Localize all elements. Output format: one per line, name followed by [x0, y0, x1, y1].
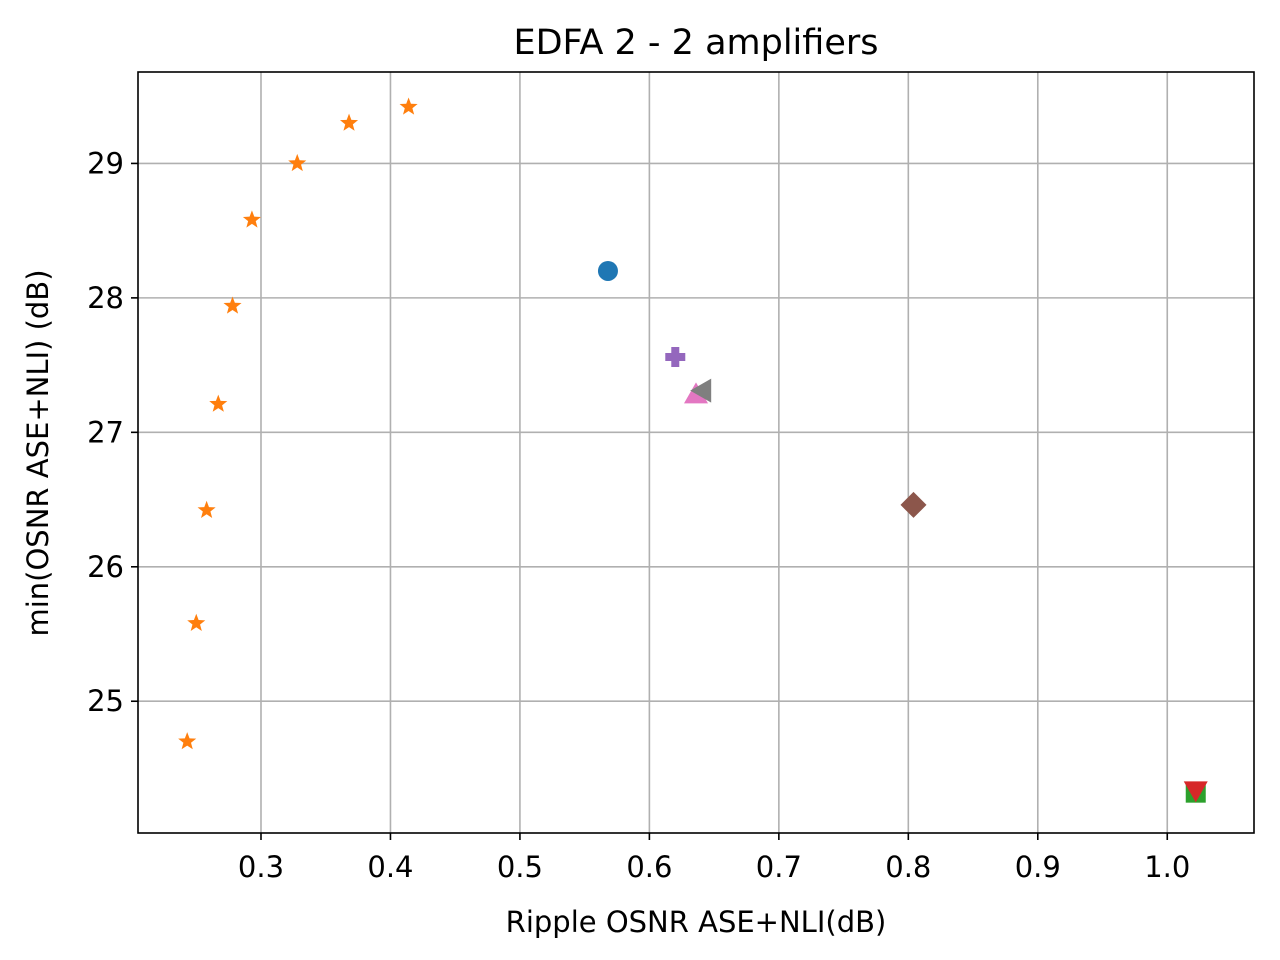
chart-title: EDFA 2 - 2 amplifiers	[513, 23, 878, 63]
x-tick-label: 0.7	[756, 850, 802, 884]
y-tick-label: 27	[87, 415, 124, 449]
data-point-triangle-left	[690, 378, 712, 403]
data-point-star	[340, 113, 359, 131]
plot-frame	[137, 71, 1255, 834]
data-point-star	[209, 394, 228, 412]
data-point-star	[197, 500, 216, 518]
y-tick-label: 26	[87, 550, 124, 584]
y-axis-label: min(OSNR ASE+NLI) (dB)	[21, 269, 55, 636]
x-tick-label: 0.6	[626, 850, 672, 884]
data-point-star	[399, 97, 418, 115]
data-point-circle	[597, 260, 618, 281]
y-axis: 25 26 27 28 29	[87, 146, 138, 718]
x-tick-label: 0.8	[885, 850, 931, 884]
data-point-star	[288, 153, 307, 172]
data-point-star	[242, 210, 261, 228]
x-tick-label: 0.4	[367, 850, 413, 884]
data-point-star	[178, 732, 197, 750]
y-tick-label: 29	[87, 146, 124, 180]
data-point-star	[223, 296, 242, 314]
x-axis: 0.3 0.4 0.5 0.6 0.7 0.8 0.9 1.0	[238, 833, 1190, 884]
grid	[138, 72, 1254, 833]
y-tick-label: 28	[87, 281, 124, 315]
data-point-diamond	[900, 491, 927, 518]
data-points	[178, 97, 1208, 803]
x-axis-label: Ripple OSNR ASE+NLI(dB)	[506, 905, 887, 939]
data-point-triangle-down	[1183, 781, 1208, 803]
data-point-star	[187, 613, 206, 631]
x-tick-label: 0.3	[238, 850, 284, 884]
x-tick-label: 0.9	[1015, 850, 1061, 884]
y-tick-label: 25	[87, 684, 124, 718]
x-tick-label: 1.0	[1144, 850, 1190, 884]
data-point-plus-filled	[665, 347, 686, 368]
x-tick-label: 0.5	[497, 850, 543, 884]
